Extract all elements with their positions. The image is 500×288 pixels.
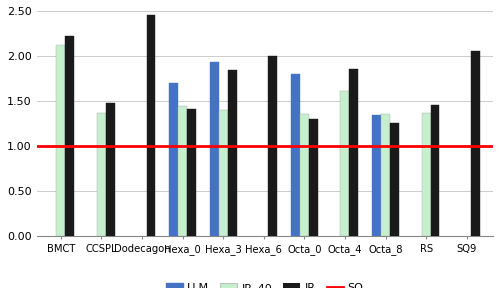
Bar bbox=[187, 109, 196, 236]
Bar bbox=[169, 83, 178, 236]
Bar bbox=[291, 74, 300, 236]
Bar bbox=[300, 114, 309, 236]
Bar bbox=[66, 36, 74, 236]
Bar bbox=[228, 69, 236, 236]
Bar bbox=[372, 115, 381, 236]
Bar bbox=[178, 107, 187, 236]
Bar bbox=[350, 69, 358, 236]
Bar bbox=[390, 123, 399, 236]
Bar bbox=[268, 56, 277, 236]
Legend: LLM, IR_40, IR, SQ: LLM, IR_40, IR, SQ bbox=[162, 278, 368, 288]
Bar bbox=[97, 113, 106, 236]
Bar bbox=[422, 113, 430, 236]
Bar bbox=[146, 15, 156, 236]
Bar bbox=[471, 51, 480, 236]
Bar bbox=[430, 105, 440, 236]
Bar bbox=[218, 110, 228, 236]
Bar bbox=[309, 119, 318, 236]
Bar bbox=[210, 62, 218, 236]
Bar bbox=[106, 103, 115, 236]
Bar bbox=[340, 91, 349, 236]
Bar bbox=[381, 114, 390, 236]
Bar bbox=[56, 45, 66, 236]
